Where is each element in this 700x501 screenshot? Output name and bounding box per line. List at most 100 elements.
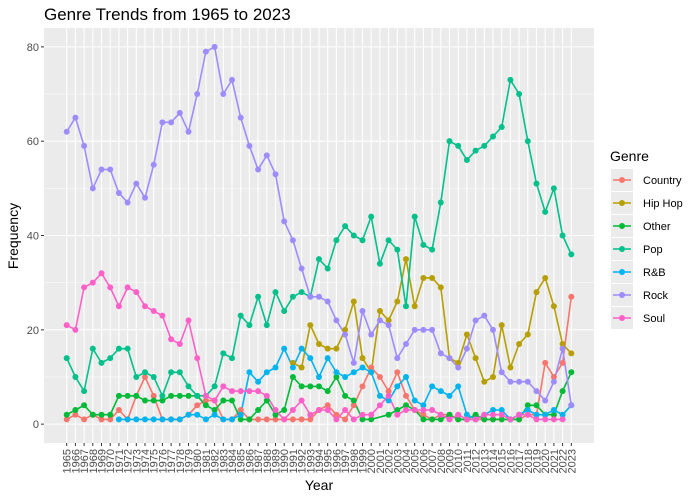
data-point-soul <box>307 411 314 418</box>
x-tick-label: 1986 <box>244 449 256 473</box>
data-point-hip-hop <box>324 345 331 352</box>
data-point-other <box>220 397 227 404</box>
x-tick-label: 1982 <box>210 449 222 473</box>
legend-label-rock: Rock <box>643 290 669 302</box>
data-point-pop <box>498 124 505 131</box>
x-tick-label: 2003 <box>392 449 404 473</box>
data-point-pop <box>89 345 96 352</box>
data-point-pop <box>350 232 357 239</box>
data-point-country <box>107 416 114 423</box>
data-point-pop <box>176 369 183 376</box>
data-point-rock <box>368 331 375 338</box>
data-point-rock <box>168 119 175 126</box>
data-point-soul <box>489 411 496 418</box>
data-point-pop <box>394 246 401 253</box>
data-point-r-b <box>150 416 157 423</box>
data-point-country <box>289 416 296 423</box>
data-point-soul <box>550 416 557 423</box>
x-tick-label: 1987 <box>253 449 265 473</box>
data-point-other <box>359 416 366 423</box>
data-point-rock <box>385 322 392 329</box>
data-point-country <box>542 359 549 366</box>
x-tick-label: 2018 <box>523 449 535 473</box>
x-tick-label: 1985 <box>236 449 248 473</box>
x-tick-label: 2009 <box>444 449 456 473</box>
data-point-pop <box>481 142 488 149</box>
x-tick-label: 1981 <box>201 449 213 473</box>
data-point-country <box>376 373 383 380</box>
data-point-other <box>446 411 453 418</box>
data-point-country <box>150 392 157 399</box>
x-tick-label: 2020 <box>540 449 552 473</box>
data-point-r-b <box>455 383 462 390</box>
data-point-soul <box>168 336 175 343</box>
data-point-soul <box>272 406 279 413</box>
data-point-rock <box>333 317 340 324</box>
data-point-country <box>402 392 409 399</box>
data-point-other <box>142 397 149 404</box>
data-point-pop <box>559 232 566 239</box>
data-point-pop <box>368 213 375 220</box>
data-point-r-b <box>281 345 288 352</box>
data-point-rock <box>220 91 227 98</box>
data-point-pop <box>281 307 288 314</box>
data-point-hip-hop <box>498 322 505 329</box>
data-point-rock <box>98 166 105 173</box>
data-point-r-b <box>202 416 209 423</box>
x-tick-label: 2011 <box>462 449 474 473</box>
data-point-other <box>98 411 105 418</box>
data-point-soul <box>142 303 149 310</box>
data-point-rock <box>533 388 540 395</box>
data-point-soul <box>133 289 140 296</box>
x-tick-label: 1992 <box>297 449 309 473</box>
data-point-other <box>524 402 531 409</box>
data-point-soul <box>229 388 236 395</box>
data-point-soul <box>124 284 131 291</box>
data-point-other <box>307 383 314 390</box>
data-point-country <box>142 373 149 380</box>
data-point-other <box>533 402 540 409</box>
legend-marker-rock <box>619 292 625 298</box>
data-point-hip-hop <box>481 378 488 385</box>
data-point-r-b <box>489 406 496 413</box>
data-point-r-b <box>185 411 192 418</box>
data-point-other <box>394 406 401 413</box>
data-point-r-b <box>437 388 444 395</box>
data-point-r-b <box>159 416 166 423</box>
data-point-r-b <box>115 416 122 423</box>
data-point-pop <box>455 142 462 149</box>
data-point-soul <box>255 388 262 395</box>
data-point-rock <box>107 166 114 173</box>
data-point-rock <box>420 326 427 333</box>
data-point-soul <box>107 284 114 291</box>
data-point-pop <box>246 322 253 329</box>
data-point-r-b <box>237 411 244 418</box>
legend-label-hip-hop: Hip Hop <box>643 198 683 210</box>
x-tick-label: 2005 <box>410 449 422 473</box>
x-tick-label: 1991 <box>288 449 300 473</box>
data-point-rock <box>211 43 218 50</box>
data-point-hip-hop <box>429 274 436 281</box>
data-point-rock <box>542 397 549 404</box>
data-point-pop <box>429 246 436 253</box>
legend-marker-hip-hop <box>619 200 625 206</box>
data-point-hip-hop <box>316 340 322 347</box>
data-point-soul <box>368 411 375 418</box>
series-line-soul <box>66 271 563 421</box>
data-point-pop <box>289 293 296 300</box>
x-tick-label: 2010 <box>453 449 465 473</box>
data-point-rock <box>394 355 401 362</box>
data-point-r-b <box>420 402 427 409</box>
data-point-r-b <box>255 378 262 385</box>
x-tick-label: 1979 <box>184 449 196 473</box>
data-point-other <box>350 397 357 404</box>
data-point-pop <box>316 256 322 263</box>
legend-marker-other <box>619 223 625 229</box>
data-point-other <box>81 402 88 409</box>
data-point-hip-hop <box>437 284 444 291</box>
data-point-country <box>307 416 314 423</box>
legend-label-country: Country <box>643 175 682 187</box>
x-tick-label: 1997 <box>340 449 352 473</box>
data-point-r-b <box>272 364 279 371</box>
data-point-rock <box>489 326 496 333</box>
